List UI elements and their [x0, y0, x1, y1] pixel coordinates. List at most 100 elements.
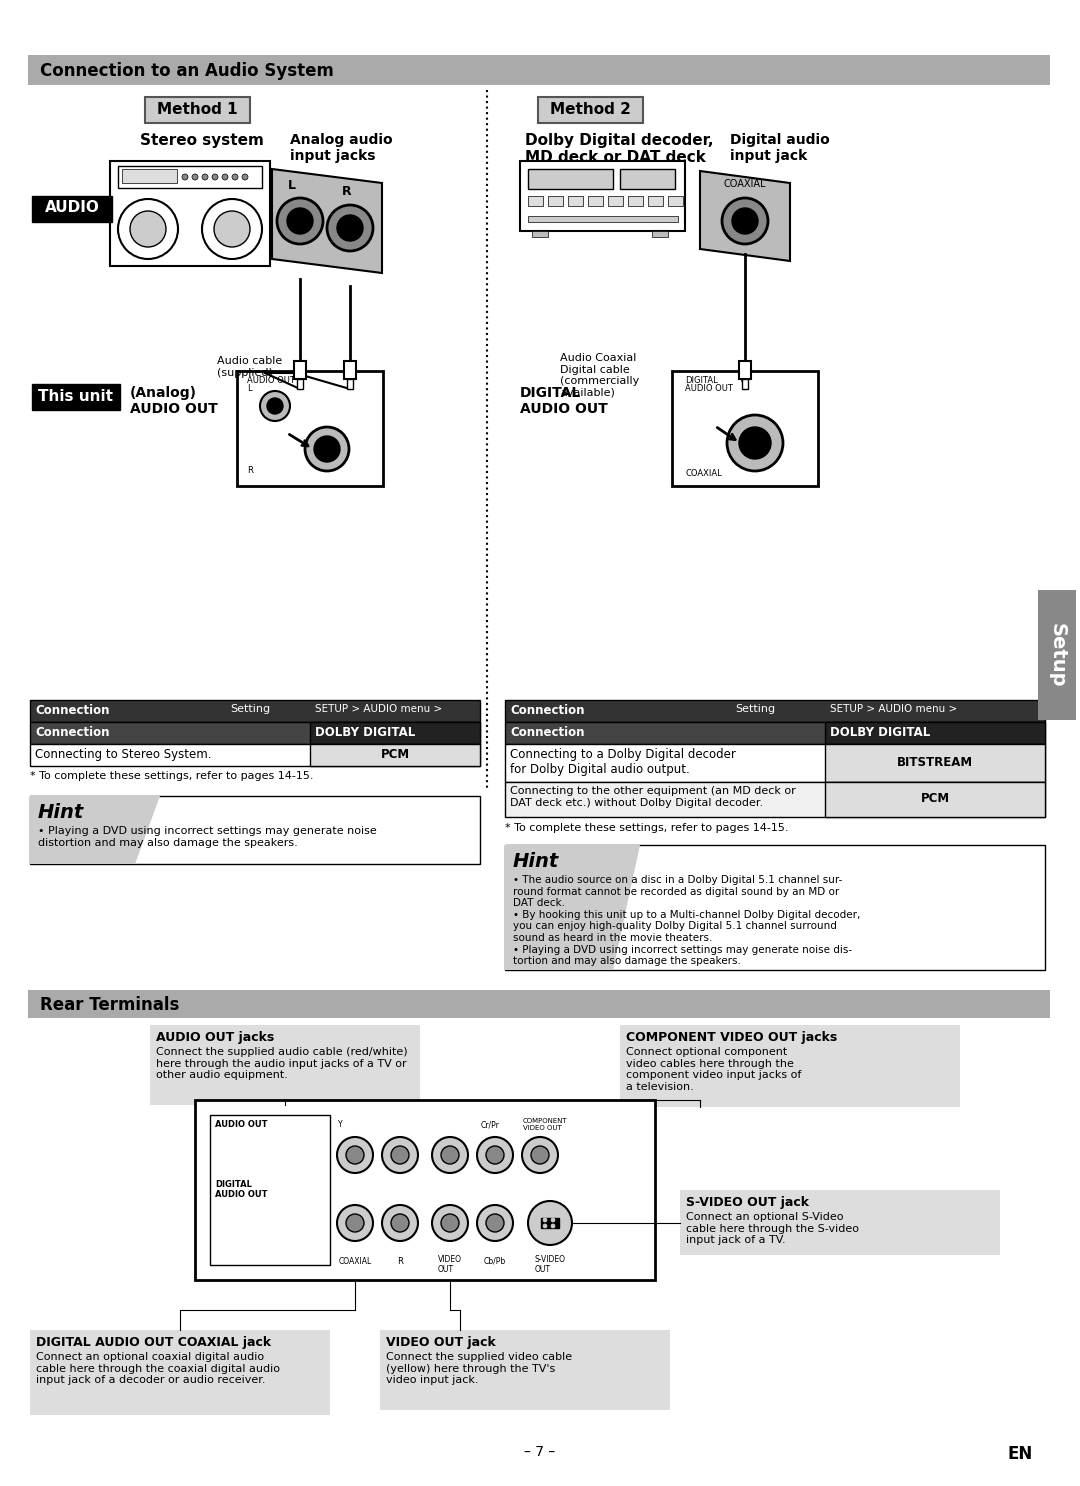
Text: VIDEO OUT jack: VIDEO OUT jack [386, 1336, 496, 1349]
Bar [652, 230, 669, 236]
Text: Method 1: Method 1 [158, 103, 238, 117]
Bar [627, 196, 643, 207]
Circle shape [441, 1146, 459, 1164]
Text: SETUP > AUDIO menu >: SETUP > AUDIO menu > [315, 704, 442, 713]
Text: (Analog)
AUDIO OUT: (Analog) AUDIO OUT [130, 386, 218, 416]
Bar [505, 782, 1045, 817]
Text: Connect an optional coaxial digital audio
cable here through the coaxial digital: Connect an optional coaxial digital audi… [36, 1352, 280, 1385]
Bar [310, 722, 480, 744]
Bar [294, 361, 306, 379]
Text: Setting: Setting [735, 704, 775, 713]
Bar [538, 97, 643, 123]
Text: Connection: Connection [35, 727, 109, 739]
Circle shape [202, 199, 262, 259]
Circle shape [723, 198, 768, 244]
Circle shape [551, 1224, 555, 1227]
Bar [145, 97, 249, 123]
Circle shape [130, 211, 166, 247]
Text: AUDIO OUT: AUDIO OUT [685, 383, 733, 392]
Text: DIGITAL
AUDIO OUT: DIGITAL AUDIO OUT [215, 1180, 268, 1199]
Bar [648, 196, 663, 207]
Text: – 7 –: – 7 – [525, 1444, 555, 1459]
Text: Connection: Connection [510, 704, 584, 718]
Text: Y: Y [338, 1120, 342, 1129]
Bar [237, 372, 383, 486]
Circle shape [391, 1214, 409, 1232]
Circle shape [477, 1137, 513, 1172]
Text: • Playing a DVD using incorrect settings may generate noise
distortion and may a: • Playing a DVD using incorrect settings… [38, 826, 377, 847]
Bar [825, 782, 1045, 817]
Text: • The audio source on a disc in a Dolby Digital 5.1 channel sur-
round format ca: • The audio source on a disc in a Dolby … [513, 875, 861, 966]
Text: Digital audio
input jack: Digital audio input jack [730, 134, 829, 163]
Bar [505, 846, 1045, 970]
Circle shape [739, 426, 771, 459]
Text: Connect an optional S-Video
cable here through the S-video
input jack of a TV.: Connect an optional S-Video cable here t… [686, 1213, 859, 1245]
Bar [30, 700, 480, 722]
Text: Method 2: Method 2 [550, 103, 631, 117]
Text: Cb/Pb: Cb/Pb [484, 1257, 507, 1266]
Text: VIDEO
OUT: VIDEO OUT [438, 1256, 462, 1275]
Bar [195, 1100, 654, 1279]
Text: Connection: Connection [35, 704, 109, 718]
Polygon shape [30, 796, 160, 863]
Text: PCM: PCM [380, 747, 409, 761]
Bar [118, 166, 262, 189]
Bar [672, 372, 818, 486]
Circle shape [260, 391, 291, 421]
Circle shape [346, 1214, 364, 1232]
Circle shape [486, 1146, 504, 1164]
Circle shape [183, 174, 188, 180]
Bar [528, 169, 613, 189]
Bar [620, 169, 675, 189]
Text: Setting: Setting [230, 704, 270, 713]
Text: DIGITAL: DIGITAL [685, 376, 718, 385]
Circle shape [551, 1219, 555, 1221]
Text: This unit: This unit [39, 389, 113, 404]
Text: COAXIAL: COAXIAL [685, 470, 721, 478]
Circle shape [522, 1137, 558, 1172]
Bar [150, 1025, 420, 1106]
Text: Stereo system: Stereo system [140, 134, 264, 149]
Bar [825, 744, 1045, 782]
Bar [30, 722, 480, 744]
Bar [528, 196, 543, 207]
Bar [669, 196, 683, 207]
Text: L: L [288, 178, 296, 192]
Circle shape [337, 1205, 373, 1241]
Polygon shape [272, 169, 382, 273]
Bar [739, 361, 751, 379]
Text: Connecting to the other equipment (an MD deck or
DAT deck etc.) without Dolby Di: Connecting to the other equipment (an MD… [510, 786, 796, 807]
Text: DOLBY DIGITAL: DOLBY DIGITAL [831, 727, 930, 739]
Circle shape [531, 1146, 549, 1164]
Bar [32, 383, 120, 410]
Text: S-VIDEO OUT jack: S-VIDEO OUT jack [686, 1196, 809, 1210]
Circle shape [432, 1205, 468, 1241]
Text: DIGITAL AUDIO OUT COAXIAL jack: DIGITAL AUDIO OUT COAXIAL jack [36, 1336, 271, 1349]
Text: DOLBY DIGITAL: DOLBY DIGITAL [315, 727, 415, 739]
Text: Analog audio
input jacks: Analog audio input jacks [291, 134, 393, 163]
Bar [28, 990, 1050, 1018]
Text: Connect the supplied audio cable (red/white)
here through the audio input jacks : Connect the supplied audio cable (red/wh… [156, 1048, 407, 1080]
Text: COMPONENT VIDEO OUT jacks: COMPONENT VIDEO OUT jacks [626, 1031, 837, 1045]
Text: R: R [342, 184, 352, 198]
Bar [742, 379, 748, 389]
Bar [310, 744, 480, 765]
Bar [380, 1330, 670, 1410]
Bar [110, 160, 270, 266]
Text: DIGITAL
AUDIO OUT: DIGITAL AUDIO OUT [519, 386, 608, 416]
Circle shape [242, 174, 248, 180]
Bar [608, 196, 623, 207]
Bar [30, 744, 480, 765]
Text: Rear Terminals: Rear Terminals [40, 996, 179, 1013]
Text: COAXIAL: COAXIAL [724, 178, 766, 189]
Circle shape [327, 205, 373, 251]
Bar [519, 160, 685, 230]
Circle shape [732, 208, 758, 233]
Text: Setup: Setup [1048, 623, 1067, 687]
Circle shape [222, 174, 228, 180]
Bar [210, 1114, 330, 1265]
Circle shape [276, 198, 323, 244]
Text: Connection to an Audio System: Connection to an Audio System [40, 62, 334, 80]
Circle shape [346, 1146, 364, 1164]
Text: EN: EN [1008, 1444, 1032, 1464]
